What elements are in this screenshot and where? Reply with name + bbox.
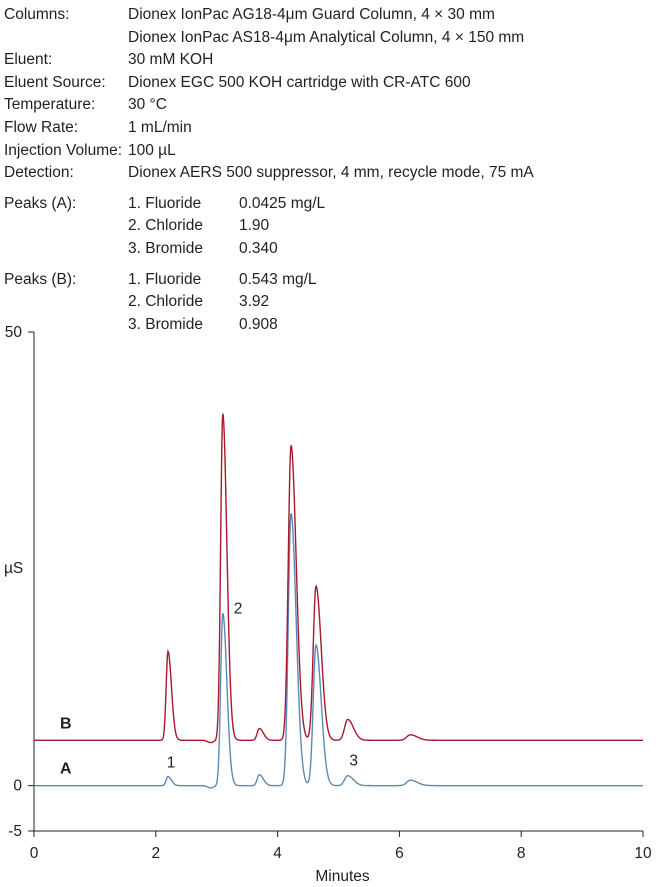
peak-value: 3.92 [239,293,270,311]
peak-name: 1. Fluoride [128,270,202,288]
condition-row: Injection Volume: 100 µL [4,140,534,163]
condition-label: Temperature: [4,96,96,114]
condition-label: Eluent Source: [4,73,106,91]
condition-row: Eluent: 30 mM KOH [4,49,534,72]
peak-name: 1. Fluoride [128,194,202,212]
condition-row: Flow Rate: 1 mL/min [4,117,534,140]
peak-a-row: 2. Chloride 1.90 [128,215,325,238]
condition-label: Injection Volume: [4,141,123,159]
condition-value: 1 mL/min [128,118,192,136]
condition-label: Columns: [4,6,70,23]
peak-value: 0.340 [239,239,278,257]
peak-b-row: 2. Chloride 3.92 [128,291,317,314]
y-axis-label: µS [4,560,23,577]
y-tick-label: 50 [5,324,23,341]
condition-row: Dionex IonPac AS18-4μm Analytical Column… [4,27,534,50]
peak-a-row: 1. Fluoride 0.0425 mg/L [128,193,325,216]
peak-value: 0.908 [239,315,278,333]
condition-row: Columns: Dionex IonPac AG18-4μm Guard Col… [4,4,534,27]
peak-value: 0.0425 mg/L [239,194,326,212]
peak-number-label: 2 [234,600,243,617]
condition-value: Dionex EGC 500 KOH cartridge with CR-ATC… [128,73,471,91]
condition-label: Detection: [4,164,74,182]
peak-b-row: 1. Fluoride 0.543 mg/L [128,269,317,292]
peak-a-row: 3. Bromide 0.340 [128,238,325,261]
x-tick-label: 4 [273,845,282,862]
x-axis-label: Minutes [315,868,370,885]
peak-value: 0.543 mg/L [239,270,317,288]
condition-row: Temperature: 30 °C [4,94,534,117]
peaks-a-table: Peaks (A): 1. Fluoride 0.0425 mg/L 2. Chl… [4,193,534,261]
x-tick-label: 6 [395,845,404,862]
x-tick-label: 10 [634,845,652,862]
y-tick-label: 0 [13,778,22,795]
peak-value: 1.90 [239,217,270,235]
condition-row: Detection: Dionex AERS 500 suppressor, 4 … [4,162,534,185]
peaks-a-label: Peaks (A): [4,194,77,212]
condition-value: Dionex AERS 500 suppressor, 4 mm, recycl… [128,164,534,182]
peaks-b-table: Peaks (B): 1. Fluoride 0.543 mg/L 2. Chlo… [4,269,534,337]
series-b-label: B [60,715,72,732]
condition-value: 30 mM KOH [128,51,214,69]
peak-b-row: 3. Bromide 0.908 [128,314,317,337]
series-b-trace [34,413,643,744]
peak-name: 2. Chloride [128,217,203,235]
condition-value: 100 µL [128,141,176,159]
peak-number-label: 1 [167,754,176,771]
condition-value: Dionex IonPac AS18-4μm Analytical Column… [128,28,525,46]
peak-name: 3. Bromide [128,315,203,333]
condition-row: Eluent Source: Dionex EGC 500 KOH cartrid… [4,72,534,95]
peaks-b-label: Peaks (B): [4,270,77,288]
x-tick-label: 8 [517,845,526,862]
condition-label: Flow Rate: [4,118,79,136]
condition-value: Dionex IonPac AG18-4μm Guard Column, 4 ×… [128,6,495,23]
series-a-label: A [60,761,72,778]
condition-label: Eluent: [4,51,53,69]
peak-name: 2. Chloride [128,293,203,311]
y-tick-label: -5 [8,823,22,840]
conditions-table: Columns: Dionex IonPac AG18-4μm Guard Col… [4,4,534,185]
series-a-trace [34,512,643,789]
peak-name: 3. Bromide [128,239,203,257]
condition-value: 30 °C [128,96,167,114]
peak-number-label: 3 [349,753,358,770]
chromatography-conditions: Columns: Dionex IonPac AG18-4μm Guard Col… [4,4,534,336]
x-tick-label: 2 [151,845,160,862]
x-tick-label: 0 [30,845,39,862]
